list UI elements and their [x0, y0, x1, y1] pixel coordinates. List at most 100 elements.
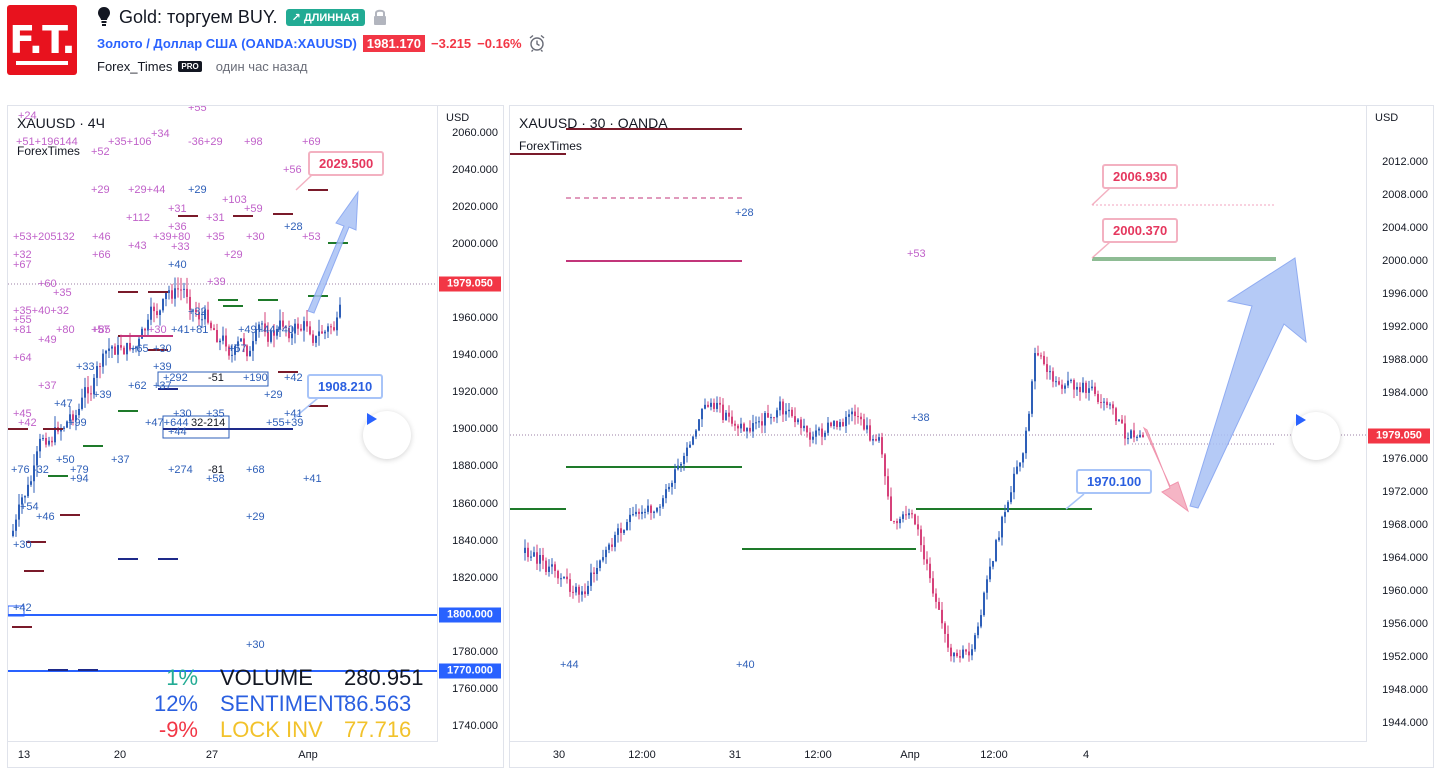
left-y-tick: 1900.000	[452, 423, 498, 435]
candle-body	[767, 413, 769, 418]
callout-connector	[1091, 187, 1111, 206]
play-replay-button[interactable]	[363, 411, 411, 459]
left-chart-canvas[interactable]	[8, 106, 438, 743]
trade-annotation: -81	[208, 464, 224, 476]
left-y-tick: 1820.000	[452, 572, 498, 584]
trade-annotation: +29	[188, 184, 207, 196]
candle-body	[1001, 516, 1003, 538]
candle-body	[680, 463, 682, 466]
candle-body	[336, 317, 338, 331]
candle-body	[309, 326, 311, 335]
candle-body	[590, 572, 592, 586]
trade-annotation: +53+205132	[13, 231, 75, 243]
candle-body	[986, 579, 988, 593]
candle-body	[189, 296, 191, 310]
candle-body	[566, 576, 568, 580]
forex-times-logo[interactable]: F.T.	[7, 5, 77, 75]
trade-annotation: +30	[246, 639, 265, 651]
right-x-tick: 4	[1082, 749, 1090, 761]
right-chart-pane[interactable]: XAUUSD · 30 · OANDA ForexTimes +28 +53 +38…	[509, 105, 1434, 768]
annotation-box	[162, 415, 230, 439]
candle-body	[638, 511, 640, 514]
symbol-link[interactable]: Золото / Доллар США (OANDA:XAUUSD)	[97, 36, 357, 51]
left-chart-pane[interactable]: XAUUSD · 4Ч ForexTimes +24 +55 +51+196144 +…	[7, 105, 504, 768]
candle-body	[746, 427, 748, 432]
candle-body	[662, 498, 664, 507]
candle-body	[1118, 419, 1120, 422]
candle-body	[809, 432, 811, 440]
right-axis-unit: USD	[1375, 112, 1399, 124]
left-price-badge: 1800.000	[439, 607, 501, 623]
play-replay-button-right[interactable]	[1292, 412, 1340, 460]
candle-body	[677, 465, 679, 470]
left-y-tick: 1860.000	[452, 498, 498, 510]
trade-annotation: +45	[13, 408, 32, 420]
right-price-axis[interactable]: USD 2012.000 2008.000 2004.000 2000.000 1996…	[1366, 106, 1433, 767]
trade-annotation: +51+196144	[16, 136, 78, 148]
candle-body	[54, 427, 56, 443]
stat-value: 280.951	[344, 665, 424, 690]
candle-body	[318, 331, 320, 336]
left-price-badge: 1770.000	[439, 663, 501, 679]
candle-body	[219, 340, 221, 343]
trade-annotation: +274	[168, 464, 193, 476]
candle-body	[701, 408, 703, 420]
left-price-axis[interactable]: USD 2060.000 2040.000 2020.000 2000.000 1960…	[437, 106, 503, 767]
candle-body	[174, 288, 176, 299]
trade-annotation: +35+106	[108, 136, 152, 148]
trade-annotation: +30	[13, 539, 32, 551]
author-name[interactable]: Forex_Times	[97, 59, 173, 74]
candle-body	[42, 438, 44, 440]
right-y-tick: 2012.000	[1382, 156, 1428, 168]
candle-body	[596, 568, 598, 575]
candle-body	[1124, 423, 1126, 439]
left-price-badge: 1979.050	[439, 276, 501, 292]
trade-annotation: +28	[735, 207, 754, 219]
candle-body	[539, 555, 541, 564]
candle-body	[836, 420, 838, 427]
candle-body	[288, 327, 290, 339]
callout-connector	[1065, 493, 1085, 510]
trade-annotation: +58	[206, 473, 225, 485]
left-time-axis[interactable]: 13 20 27 Апр	[8, 741, 438, 767]
candle-body	[1016, 466, 1018, 474]
candle-body	[1085, 382, 1087, 393]
candle-body	[261, 323, 263, 325]
trade-annotation: +80	[56, 324, 75, 336]
candle-body	[327, 326, 329, 332]
trade-annotation: +41+81	[171, 324, 209, 336]
right-y-tick: 1972.000	[1382, 486, 1428, 498]
candle-body	[617, 528, 619, 535]
candle-body	[78, 408, 80, 416]
alarm-clock-icon[interactable]	[528, 34, 546, 52]
trade-annotation: +38	[911, 412, 930, 424]
candle-body	[153, 306, 155, 312]
candle-body	[632, 514, 634, 516]
candle-body	[716, 402, 718, 409]
trade-annotation: +47	[54, 398, 73, 410]
candle-body	[557, 570, 559, 579]
trade-annotation: +46	[92, 231, 111, 243]
candle-body	[743, 423, 745, 432]
candle-body	[267, 331, 269, 342]
candle-body	[216, 329, 218, 343]
right-chart-canvas[interactable]	[510, 106, 1367, 743]
bullish-arrow	[307, 190, 359, 314]
candle-body	[923, 545, 925, 560]
trade-annotation: +62	[128, 380, 147, 392]
trade-annotation: +54	[20, 501, 39, 513]
candle-body	[1112, 404, 1114, 409]
candle-body	[1052, 371, 1054, 382]
trade-annotation: +69	[302, 136, 321, 148]
stat-name: LOCK INV	[220, 717, 323, 742]
trade-annotation: +50	[56, 454, 75, 466]
candle-body	[563, 576, 565, 579]
trade-annotation: +112	[126, 212, 150, 224]
candle-body	[569, 579, 571, 592]
candle-body	[297, 323, 299, 329]
candle-body	[947, 633, 949, 648]
candle-body	[228, 346, 230, 356]
right-time-axis[interactable]: 30 12:00 31 12:00 Апр 12:00 4	[510, 741, 1367, 767]
candle-body	[141, 328, 143, 339]
